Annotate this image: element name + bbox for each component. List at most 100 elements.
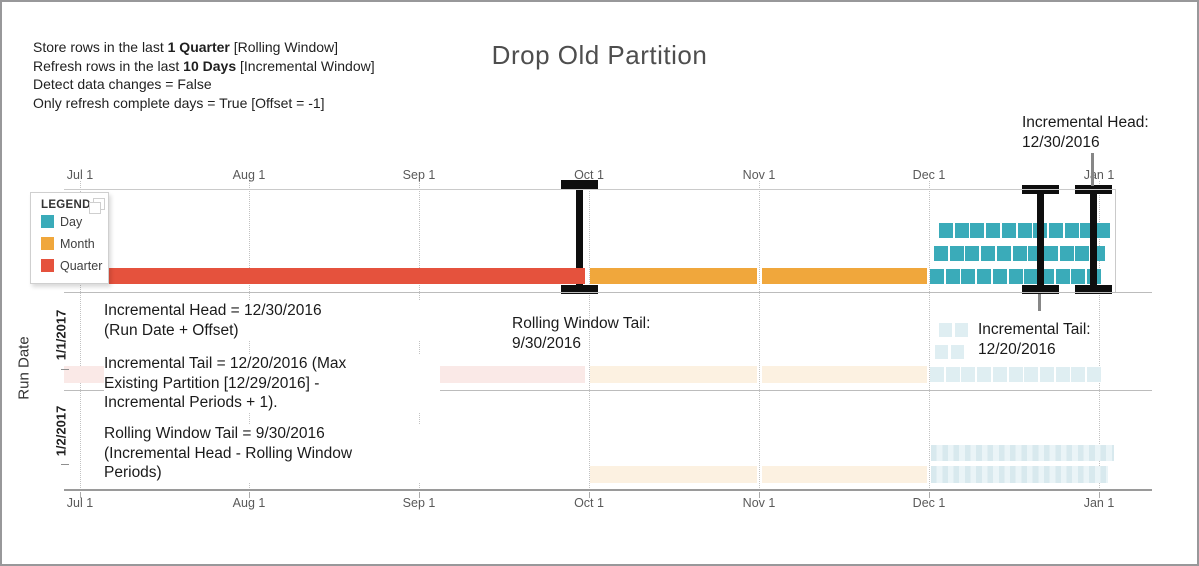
legend-popout-icon[interactable] [89,198,105,214]
day-cell [1008,269,1023,284]
faded-month-bar-oct-run1 [590,366,757,383]
month-gridline [80,181,81,490]
bottom-axis-tick-label: Oct 1 [574,496,604,510]
day-cell [949,246,964,261]
month-gridline [1099,181,1100,490]
head-label-connector-line [1091,153,1094,186]
run-date-row-1: 1/1/2017 [53,309,69,361]
day-cell [930,269,944,284]
day-cell [992,269,1007,284]
day-cell [954,223,969,238]
run-date-tick-2 [61,464,69,465]
bottom-axis-tick-label: Nov 1 [742,496,776,510]
bottom-axis-tick [80,492,81,498]
day-swatch [41,215,54,228]
day-cell [1048,223,1063,238]
bottom-axis-tick-label: Dec 1 [912,496,946,510]
faded-day-cell [1087,367,1101,382]
day-cell [1055,269,1070,284]
day-cell [945,269,960,284]
config-line-rolling-window: Store rows in the last 1 Quarter [Rollin… [33,39,339,55]
day-cell [1043,246,1058,261]
bottom-axis-line [64,489,1152,491]
band-right-border [1115,189,1116,292]
day-cell [1017,223,1032,238]
rolling-window-tail-marker [576,180,583,294]
quarter-bar-q3 [80,268,585,284]
legend: LEGEND Day Month Quarter [30,192,109,284]
month-gridline [589,181,590,490]
faded-day-cell [1024,367,1039,382]
faded-day-cell [1039,367,1054,382]
month-swatch [41,237,54,250]
month-gridline [929,181,930,490]
note-incremental-tail: Incremental Tail = 12/20/2016 (Max Exist… [104,354,440,413]
day-cell [1096,223,1110,238]
faded-month-bar-nov-run2 [762,466,927,483]
bottom-axis-tick-label: Jul 1 [66,496,94,510]
month-bar-nov [762,268,927,284]
faded-month-bar-nov-run1 [762,366,927,383]
run-date-axis-label: Run Date [15,336,33,400]
faded-day-stripe-lower-run2 [931,466,1108,483]
rolling-window-tail-marker-bottom-cap [561,285,598,294]
incremental-tail-marker [1037,185,1044,294]
faded-day-cell [1071,367,1086,382]
day-cell [1024,269,1039,284]
month-bar-oct [590,268,757,284]
incremental-head-label: Incremental Head: 12/30/2016 [1022,114,1149,151]
day-cell [996,246,1011,261]
faded-day-cell [954,323,968,337]
faded-day-cell [977,367,992,382]
faded-day-cell [961,367,976,382]
day-cell [934,246,948,261]
incremental-tail-marker-bottom-cap [1022,285,1059,294]
incremental-head-marker-bottom-cap [1075,285,1112,294]
faded-day-cell [935,345,948,359]
page-title: Drop Old Partition [491,40,708,70]
faded-day-cell [945,367,960,382]
top-axis-tick-label: Oct 1 [574,168,604,182]
run-date-row-2: 1/2/2017 [53,405,69,457]
day-cell [977,269,992,284]
top-axis-tick-label: Dec 1 [912,168,946,182]
top-axis-tick-label: Nov 1 [742,168,776,182]
faded-day-cell [1055,367,1070,382]
incremental-head-marker [1090,185,1097,294]
faded-month-bar-oct-run2 [590,466,757,483]
row-separator-1 [64,292,1152,293]
note-rolling-window-tail: Rolling Window Tail = 9/30/2016 (Increme… [104,424,440,483]
faded-day-stripe-upper-run2 [931,445,1114,461]
day-cell [1012,246,1027,261]
rolling-window-tail-label: Rolling Window Tail: 9/30/2016 [512,315,651,352]
faded-day-cell [1008,367,1023,382]
run-date-tick-1 [61,369,69,370]
row-separator-2 [64,390,1152,391]
top-axis-tick-label: Sep 1 [402,168,436,182]
bottom-axis-tick [1099,492,1100,498]
config-text-block: Store rows in the last 1 Quarter [Rollin… [33,38,375,112]
day-cell [961,269,976,284]
bottom-axis-tick-label: Jan 1 [1083,496,1115,510]
top-axis-tick-label: Aug 1 [232,168,266,182]
band-top-border [64,189,1115,190]
bottom-axis-tick [929,492,930,498]
faded-day-cell [992,367,1007,382]
faded-day-cell [939,323,952,337]
day-cell [1064,223,1079,238]
day-cell [970,223,985,238]
day-cell [1075,246,1090,261]
bottom-axis-tick-label: Sep 1 [402,496,436,510]
faded-day-cell [930,367,944,382]
tail-label-connector-line [1038,294,1041,311]
bottom-axis-tick [419,492,420,498]
note-incremental-head: Incremental Head = 12/30/2016 (Run Date … [104,301,440,340]
bottom-axis-tick [249,492,250,498]
bottom-axis-tick [589,492,590,498]
day-cell [981,246,996,261]
day-cell [986,223,1001,238]
quarter-swatch [41,259,54,272]
day-cell [1059,246,1074,261]
month-gridline [759,181,760,490]
